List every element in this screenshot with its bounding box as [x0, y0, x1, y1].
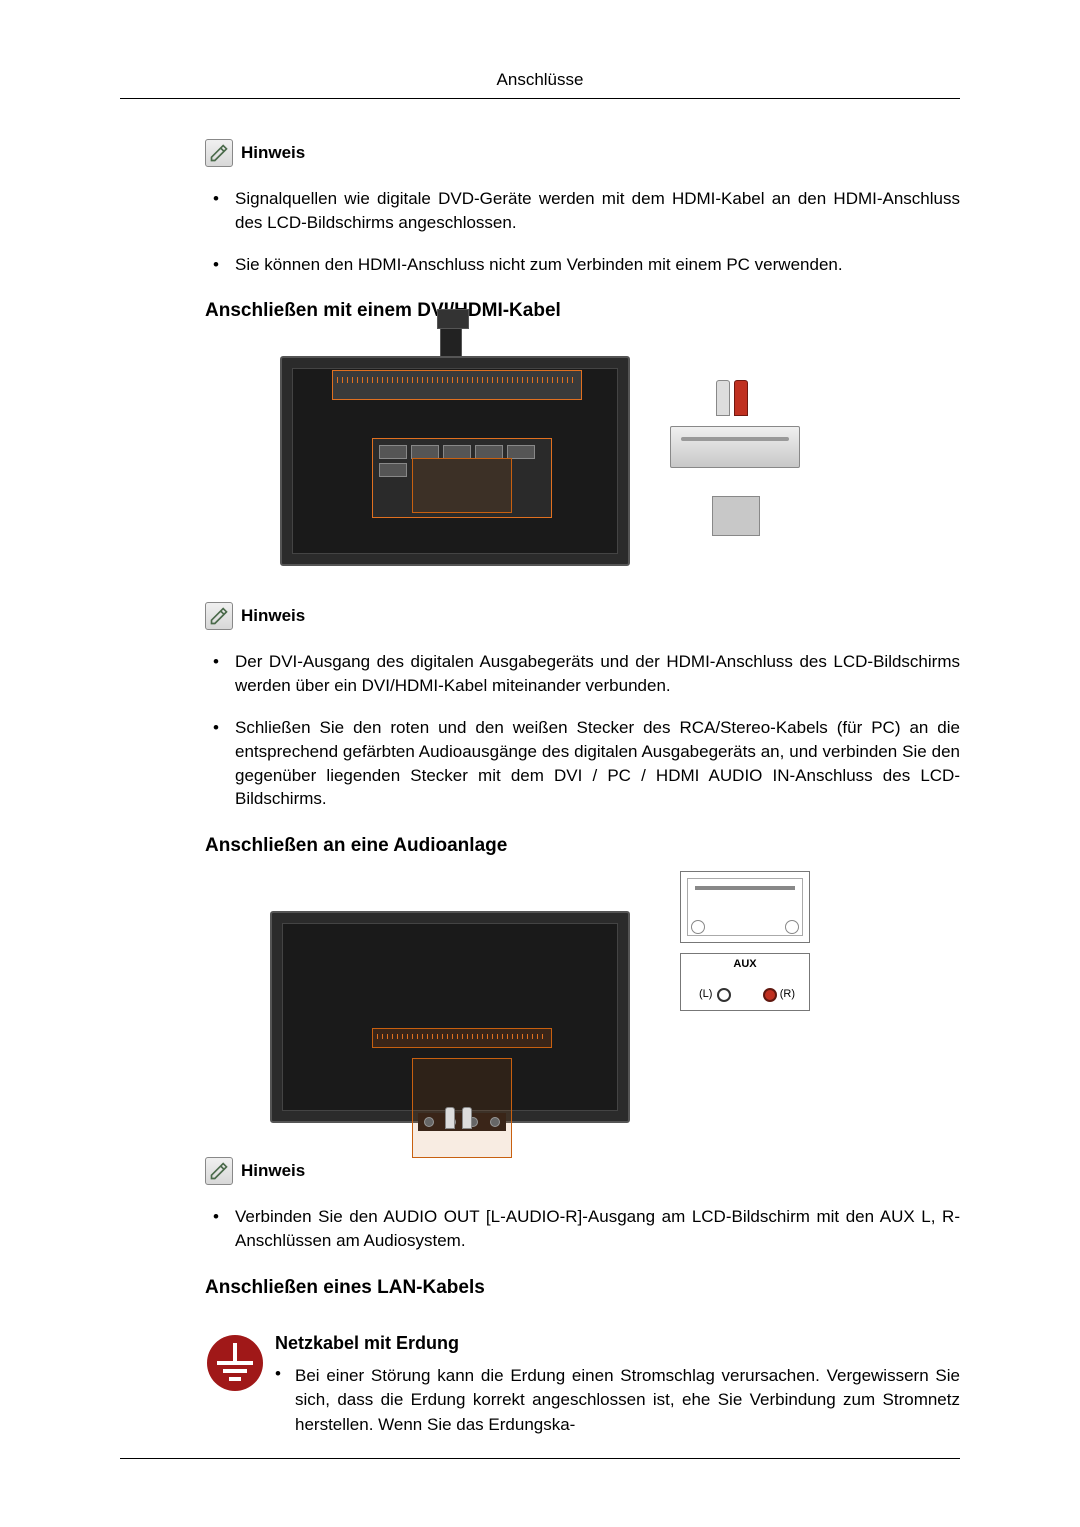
highlight-box — [412, 458, 512, 513]
section-heading-dvi-hdmi: Anschließen mit einem DVI/HDMI-Kabel — [205, 300, 960, 322]
bullet-item: Der DVI-Ausgang des digitalen Ausgabeger… — [205, 650, 960, 698]
note-block-2: Hinweis — [205, 602, 960, 630]
dvi-adapter-icon — [712, 496, 760, 536]
monitor-rear-icon — [280, 356, 630, 566]
ground-subheading: Netzkabel mit Erdung — [275, 1333, 960, 1354]
bullet-marker: • — [275, 1364, 285, 1438]
rca-plug-white-icon — [445, 1107, 455, 1129]
aux-panel: AUX (L) (R) — [680, 953, 810, 1011]
port-panel-mid — [372, 1028, 552, 1048]
port-panel-top — [332, 370, 582, 400]
bullet-item: Sie können den HDMI-Anschluss nicht zum … — [205, 253, 960, 277]
note-label: Hinweis — [241, 143, 305, 163]
diagram-dvi-hdmi — [280, 336, 800, 576]
note-label: Hinweis — [241, 606, 305, 626]
aux-jack-left-icon — [717, 988, 731, 1002]
footer-rule — [120, 1458, 960, 1459]
page-header-title: Anschlüsse — [120, 70, 960, 90]
aux-left-label: (L) — [699, 988, 712, 1000]
aux-jack-right-icon — [763, 988, 777, 1002]
rca-plug-white-icon — [462, 1107, 472, 1129]
rca-plug-white-icon — [716, 380, 730, 416]
figure-dvi-hdmi — [120, 336, 960, 576]
bullet-item: Verbinden Sie den AUDIO OUT [L-AUDIO-R]-… — [205, 1205, 960, 1253]
note-icon — [205, 602, 233, 630]
rca-plug-red-icon — [734, 380, 748, 416]
audio-system-icon — [680, 871, 810, 943]
ground-text: Netzkabel mit Erdung • Bei einer Störung… — [275, 1333, 960, 1438]
bullet-list-3: Verbinden Sie den AUDIO OUT [L-AUDIO-R]-… — [205, 1205, 960, 1253]
ground-body-text: Bei einer Störung kann die Erdung einen … — [295, 1364, 960, 1438]
header-rule — [120, 98, 960, 99]
note-icon — [205, 139, 233, 167]
note-label: Hinweis — [241, 1161, 305, 1181]
note-block-3: Hinweis — [205, 1157, 960, 1185]
note-block-1: Hinweis — [205, 139, 960, 167]
page: Anschlüsse Hinweis Signalquellen wie dig… — [0, 0, 1080, 1498]
section-heading-audio: Anschließen an eine Audioanlage — [205, 835, 960, 857]
monitor-rear-icon — [270, 911, 630, 1123]
diagram-audio: AUX (L) (R) — [270, 871, 810, 1131]
section-heading-lan: Anschließen eines LAN-Kabels — [205, 1277, 960, 1299]
aux-right-label: (R) — [780, 988, 795, 1000]
bullet-item: Signalquellen wie digitale DVD-Geräte we… — [205, 187, 960, 235]
aux-label: AUX — [681, 958, 809, 970]
dvd-player-icon — [670, 426, 800, 468]
note-icon — [205, 1157, 233, 1185]
ground-warning-block: Netzkabel mit Erdung • Bei einer Störung… — [205, 1333, 960, 1438]
ground-icon — [205, 1333, 265, 1393]
bullet-list-2: Der DVI-Ausgang des digitalen Ausgabeger… — [205, 650, 960, 811]
bullet-item: Schließen Sie den roten und den weißen S… — [205, 716, 960, 811]
bullet-list-1: Signalquellen wie digitale DVD-Geräte we… — [205, 187, 960, 276]
figure-audio: AUX (L) (R) — [120, 871, 960, 1131]
